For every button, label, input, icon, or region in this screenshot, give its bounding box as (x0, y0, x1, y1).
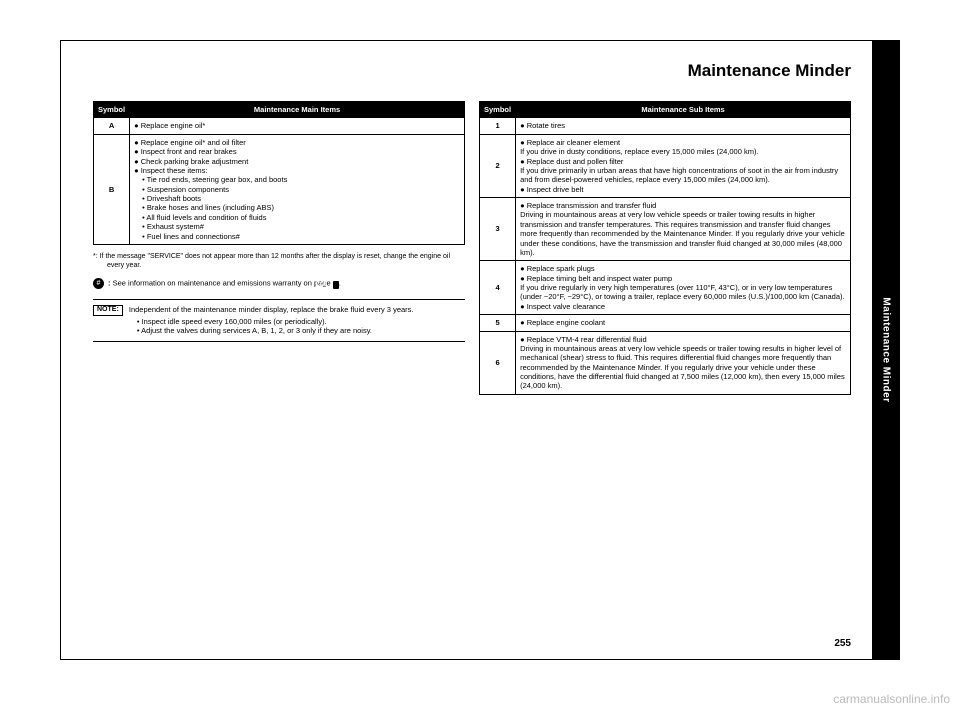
watermark: carmanualsonline.info (833, 692, 950, 706)
table-row: 6 ● Replace VTM-4 rear differential flui… (480, 331, 851, 394)
table-row: B Replace engine oil* and oil filter Ins… (94, 134, 465, 244)
page-title: Maintenance Minder (688, 61, 851, 81)
legend-hash: #: See information on maintenance and em… (93, 278, 465, 289)
list-item: Adjust the valves during services A, B, … (137, 326, 457, 335)
symbol-cell: 4 (480, 261, 516, 315)
main-items-table: Symbol Maintenance Main Items A Replace … (93, 101, 465, 245)
list-item: Inspect these items: (134, 166, 460, 175)
list-item: Driveshaft boots (142, 194, 460, 203)
note-lead: Independent of the maintenance minder di… (129, 305, 414, 314)
right-column: Symbol Maintenance Sub Items 1 ● Rotate … (479, 101, 851, 631)
sub-items-table: Symbol Maintenance Sub Items 1 ● Rotate … (479, 101, 851, 395)
list-item: Inspect idle speed every 160,000 miles (… (137, 317, 457, 326)
list-item: Replace engine oil* and oil filter (134, 138, 460, 147)
page-reference: 248 (333, 281, 339, 289)
page-frame: Maintenance Minder Maintenance Minder Sy… (60, 40, 900, 660)
table-header: Maintenance Sub Items (516, 102, 851, 118)
body-cell: ● Replace engine coolant (516, 315, 851, 331)
body-cell: ● Replace air cleaner element If you dri… (516, 134, 851, 197)
footnote-star: *: If the message "SERVICE" does not app… (93, 253, 465, 271)
list-item: Inspect front and rear brakes (134, 147, 460, 156)
list-item: Tie rod ends, steering gear box, and boo… (142, 175, 460, 184)
symbol-cell: 3 (480, 198, 516, 261)
legend-text: See information on maintenance and emiss… (113, 279, 331, 288)
table-row: 3 ● Replace transmission and transfer fl… (480, 198, 851, 261)
list-item: Fuel lines and connections# (142, 232, 460, 241)
symbol-cell: 1 (480, 118, 516, 134)
list-item: Replace engine oil* (134, 121, 460, 130)
items-cell: Replace engine oil* and oil filter Inspe… (130, 134, 465, 244)
hash-icon: # (93, 278, 104, 289)
symbol-cell: 6 (480, 331, 516, 394)
side-tab: Maintenance Minder (872, 41, 900, 659)
page-number: 255 (834, 638, 851, 649)
symbol-cell: A (94, 118, 130, 134)
body-cell: ● Replace VTM-4 rear differential fluid … (516, 331, 851, 394)
symbol-cell: 2 (480, 134, 516, 197)
list-item: Brake hoses and lines (including ABS) (142, 203, 460, 212)
table-row: 1 ● Rotate tires (480, 118, 851, 134)
body-cell: ● Replace spark plugs ● Replace timing b… (516, 261, 851, 315)
list-item: Check parking brake adjustment (134, 157, 460, 166)
table-row: 2 ● Replace air cleaner element If you d… (480, 134, 851, 197)
note-box: NOTE: Independent of the maintenance min… (93, 299, 465, 341)
table-header: Maintenance Main Items (130, 102, 465, 118)
body-cell: ● Rotate tires (516, 118, 851, 134)
symbol-cell: 5 (480, 315, 516, 331)
table-row: A Replace engine oil* (94, 118, 465, 134)
side-tab-label: Maintenance Minder (881, 297, 892, 402)
table-row: 5 ● Replace engine coolant (480, 315, 851, 331)
symbol-cell: B (94, 134, 130, 244)
note-label: NOTE: (93, 305, 123, 316)
list-item: Suspension components (142, 185, 460, 194)
table-header: Symbol (480, 102, 516, 118)
items-cell: Replace engine oil* (130, 118, 465, 134)
list-item: All fluid levels and condition of fluids (142, 213, 460, 222)
table-header: Symbol (94, 102, 130, 118)
note-body: Independent of the maintenance minder di… (129, 305, 457, 335)
table-row: 4 ● Replace spark plugs ● Replace timing… (480, 261, 851, 315)
content-area: Symbol Maintenance Main Items A Replace … (93, 101, 851, 631)
body-cell: ● Replace transmission and transfer flui… (516, 198, 851, 261)
list-item: Exhaust system# (142, 222, 460, 231)
left-column: Symbol Maintenance Main Items A Replace … (93, 101, 465, 631)
